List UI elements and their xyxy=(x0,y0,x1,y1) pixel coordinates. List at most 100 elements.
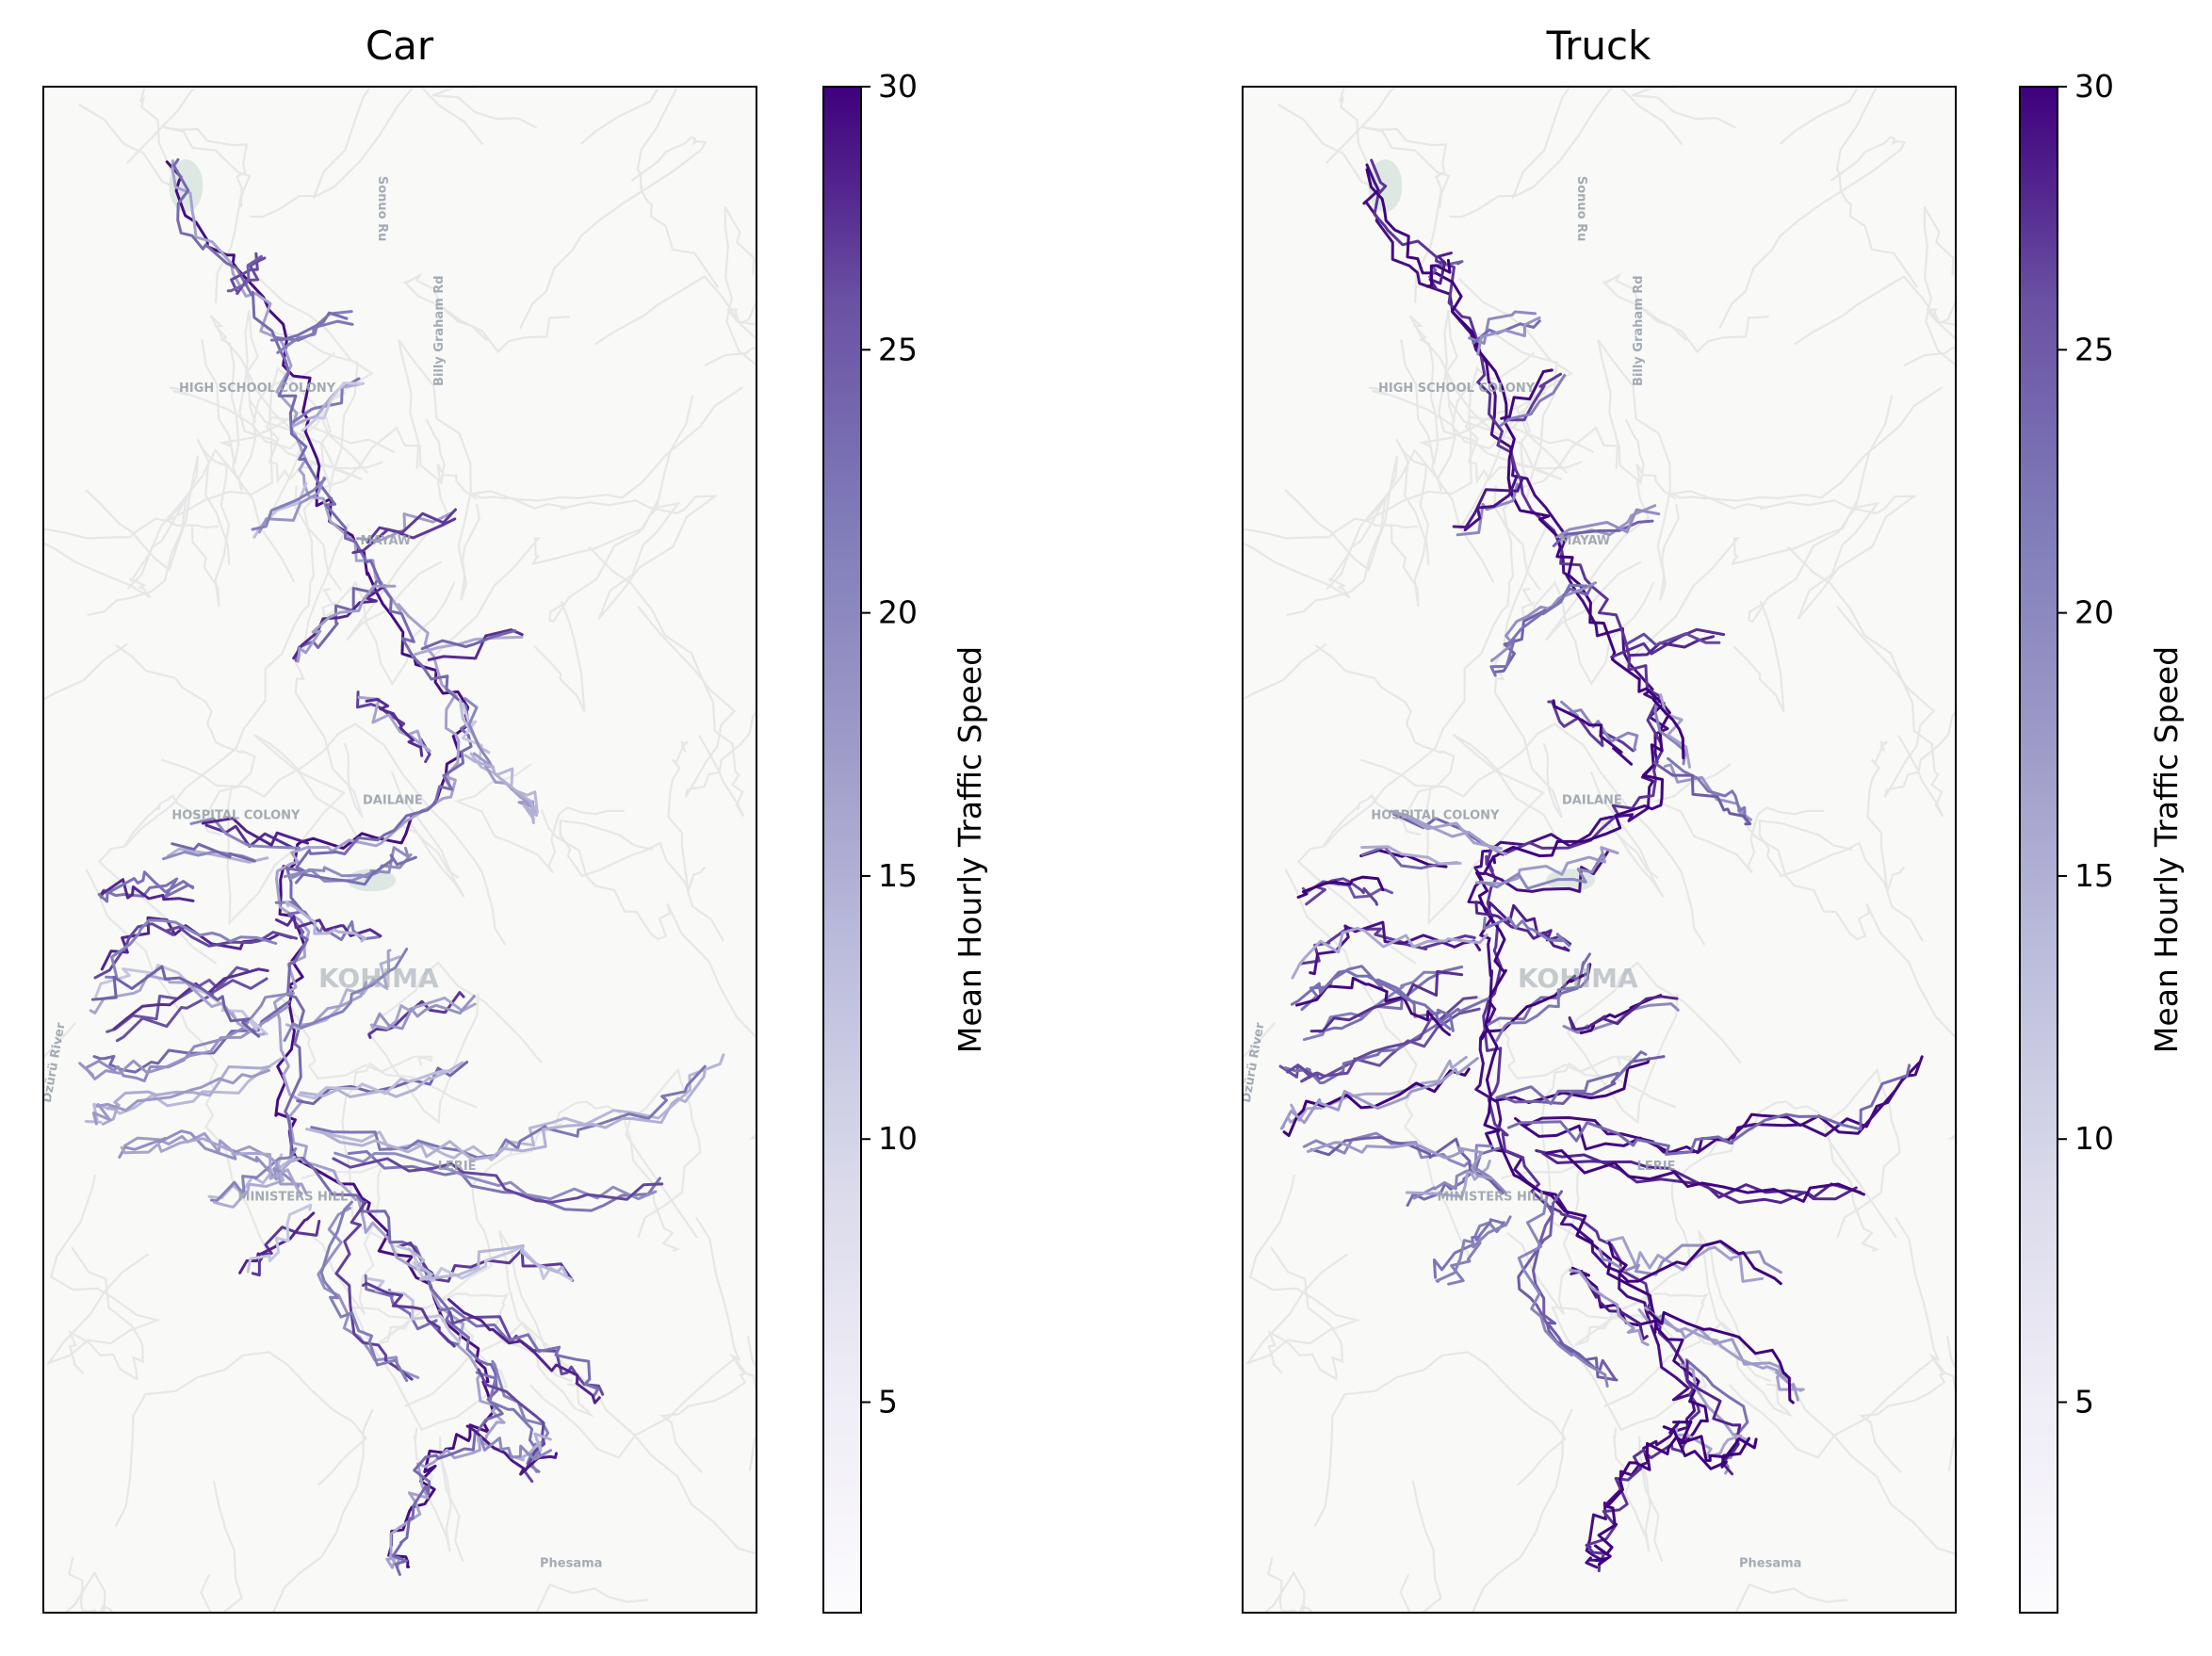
basemap-road xyxy=(404,1321,756,1555)
road-segment xyxy=(1552,699,1634,766)
road-segment xyxy=(112,967,269,1031)
basemap-road xyxy=(114,1351,367,1527)
road-segment xyxy=(1290,969,1452,1031)
road-segment xyxy=(1685,1360,1742,1476)
road-segment xyxy=(294,853,417,886)
basemap-road xyxy=(43,498,187,591)
basemap-road xyxy=(1624,395,1894,665)
basemap-road xyxy=(375,1122,562,1346)
map-area[interactable]: Sonuo Ru Billy Graham Rd HIGH SCHOOL COLON… xyxy=(1008,0,2122,1652)
colorbar-tick-label: 5 xyxy=(2074,1384,2094,1421)
basemap-road xyxy=(1697,1230,1794,1418)
road-segment xyxy=(269,311,349,342)
basemap-road xyxy=(1262,1480,1442,1613)
basemap-road xyxy=(559,819,724,942)
road-segment xyxy=(1499,373,1567,428)
basemap-road xyxy=(294,523,365,819)
road-segment xyxy=(1306,1141,1493,1180)
map-label: Billy Graham Rd xyxy=(1632,275,1646,386)
basemap-road xyxy=(238,310,364,480)
road-segment xyxy=(97,870,195,903)
basemap xyxy=(43,87,756,1613)
basemap-road xyxy=(63,1480,243,1613)
road-segment xyxy=(373,995,476,1031)
basemap-road xyxy=(115,644,256,822)
road-segment xyxy=(289,852,413,881)
colorbar-tick-label: 30 xyxy=(878,68,918,105)
road-segment xyxy=(1532,1200,1617,1381)
speed-network xyxy=(1278,158,1924,1573)
basemap-road xyxy=(469,386,744,510)
basemap-road xyxy=(1368,278,1574,450)
map-label: MINISTERS HILL xyxy=(1438,1191,1548,1205)
road-segment xyxy=(369,996,477,1031)
road-segment xyxy=(1552,519,1654,548)
road-segment xyxy=(283,948,409,1043)
road-segment xyxy=(115,977,268,1043)
map-label: DAILANE xyxy=(1562,793,1622,807)
basemap-road xyxy=(1390,438,1430,608)
road-segment xyxy=(407,1243,568,1281)
road-segment xyxy=(1485,850,1609,893)
road-segment xyxy=(1547,700,1636,753)
colorbar-tick-label: 10 xyxy=(878,1120,918,1157)
road-segment xyxy=(1535,1149,1862,1199)
map-area[interactable]: Sonuo Ru Billy Graham Rd HIGH SCHOOL COLON… xyxy=(0,0,923,1652)
basemap-road xyxy=(534,1583,648,1613)
basemap-road xyxy=(270,1408,374,1613)
road-segment xyxy=(1506,1063,1911,1156)
road-segment xyxy=(296,584,397,663)
road-segment xyxy=(171,159,506,1569)
road-segment xyxy=(1435,1215,1512,1283)
basemap-road xyxy=(85,455,200,616)
road-segment xyxy=(1490,581,1597,662)
road-segment xyxy=(1488,901,1570,952)
road-segment xyxy=(120,1137,302,1196)
road-segment xyxy=(347,1150,661,1212)
panel-title: Truck xyxy=(1546,23,1651,69)
colorbar-tick-label: 20 xyxy=(2074,594,2114,631)
road-segment xyxy=(257,476,326,534)
basemap-road xyxy=(45,1174,161,1366)
road-segment xyxy=(1472,319,1541,345)
road-segment xyxy=(366,508,457,544)
basemap-road xyxy=(219,351,347,492)
basemap-road xyxy=(540,808,756,1040)
road-segment xyxy=(396,1244,574,1282)
map-label: Phesama xyxy=(540,1556,602,1570)
road-segment xyxy=(1428,260,1464,279)
basemap-road xyxy=(165,365,368,529)
road-segment xyxy=(310,1064,707,1160)
speed-network xyxy=(78,158,725,1576)
road-segment xyxy=(1637,1307,1805,1392)
basemap-road xyxy=(97,793,222,965)
basemap-road xyxy=(78,87,191,194)
colorbar-label: Mean Hourly Traffic Speed xyxy=(2148,646,2185,1053)
basemap-road xyxy=(302,418,446,592)
road-segment xyxy=(1299,926,1476,966)
basemap-road xyxy=(497,1230,594,1418)
map-frame xyxy=(42,86,757,1614)
road-segment xyxy=(1309,920,1482,976)
road-segment xyxy=(90,965,261,1038)
basemap-road xyxy=(588,545,745,818)
basemap-road xyxy=(432,87,538,129)
basemap-road xyxy=(160,722,507,946)
road-segment xyxy=(458,699,491,755)
basemap-road xyxy=(321,580,456,687)
road-segment xyxy=(1476,316,1541,356)
road-segment xyxy=(420,629,517,651)
map-label: LERIE xyxy=(1637,1160,1676,1174)
road-segment xyxy=(201,817,309,847)
colorbar-tick-label: 25 xyxy=(878,331,918,367)
basemap-road xyxy=(1493,523,1564,819)
basemap-road xyxy=(402,271,570,353)
road-segment xyxy=(1500,1055,1666,1105)
road-segment xyxy=(299,1061,464,1098)
road-segment xyxy=(1406,1146,1501,1208)
road-segment xyxy=(297,1069,453,1100)
basemap-road xyxy=(1597,339,1680,601)
road-segment xyxy=(1652,761,1752,826)
road-segment xyxy=(1309,969,1464,1033)
colorbar: 5 10 15 20 25 30 Mean Hourly Traffic Speed xyxy=(822,68,988,1614)
